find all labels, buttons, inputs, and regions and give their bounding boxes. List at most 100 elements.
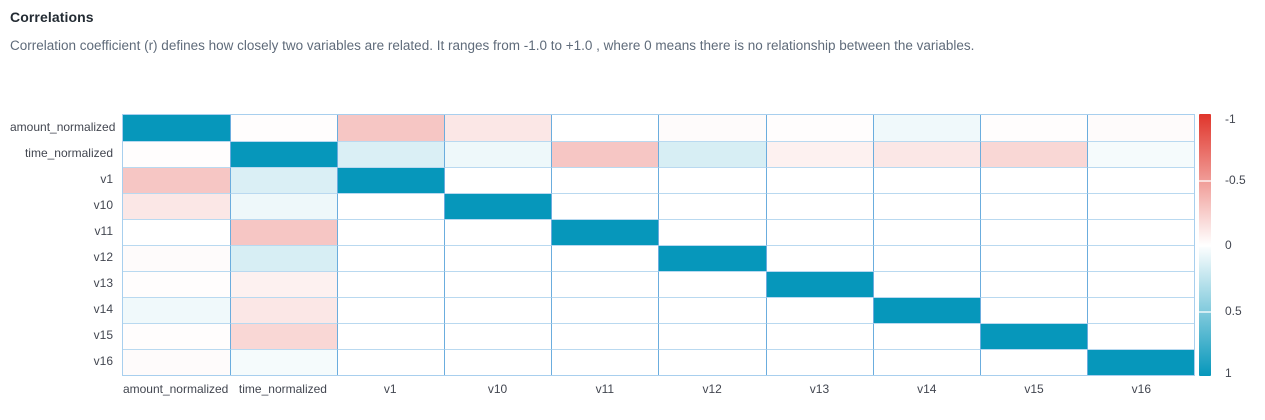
heatmap-cell[interactable] — [123, 245, 231, 271]
heatmap-cell[interactable] — [123, 193, 231, 219]
heatmap-cell[interactable] — [979, 245, 1087, 271]
heatmap-cell[interactable] — [337, 271, 445, 297]
heatmap-cell[interactable] — [123, 349, 231, 375]
heatmap-cell[interactable] — [337, 141, 445, 167]
heatmap-cell[interactable] — [979, 219, 1087, 245]
heatmap-cell[interactable] — [337, 323, 445, 349]
heatmap-cell[interactable] — [979, 323, 1087, 349]
heatmap-cell[interactable] — [444, 297, 552, 323]
heatmap-cell[interactable] — [872, 323, 980, 349]
heatmap-cell[interactable] — [658, 193, 766, 219]
heatmap-cell[interactable] — [765, 115, 873, 141]
heatmap-cell[interactable] — [444, 141, 552, 167]
heatmap-cell[interactable] — [123, 297, 231, 323]
heatmap-cell[interactable] — [230, 245, 338, 271]
heatmap-cell[interactable] — [551, 219, 659, 245]
heatmap-cell[interactable] — [872, 167, 980, 193]
heatmap-cell[interactable] — [444, 323, 552, 349]
heatmap-cell[interactable] — [658, 115, 766, 141]
heatmap-cell[interactable] — [230, 141, 338, 167]
heatmap-cell[interactable] — [230, 297, 338, 323]
heatmap-cell[interactable] — [230, 323, 338, 349]
heatmap-cell[interactable] — [765, 323, 873, 349]
heatmap-cell[interactable] — [123, 219, 231, 245]
heatmap-cell[interactable] — [337, 297, 445, 323]
heatmap-cell[interactable] — [658, 141, 766, 167]
heatmap-cell[interactable] — [123, 167, 231, 193]
heatmap-cell[interactable] — [337, 349, 445, 375]
heatmap-cell[interactable] — [551, 193, 659, 219]
heatmap-cell[interactable] — [979, 193, 1087, 219]
heatmap-cell[interactable] — [765, 271, 873, 297]
heatmap-cell[interactable] — [1086, 115, 1194, 141]
heatmap-cell[interactable] — [979, 141, 1087, 167]
heatmap-cell[interactable] — [1086, 349, 1194, 375]
heatmap-cell[interactable] — [444, 219, 552, 245]
heatmap-cell[interactable] — [765, 349, 873, 375]
heatmap-cell[interactable] — [979, 115, 1087, 141]
heatmap-cell[interactable] — [1086, 141, 1194, 167]
heatmap-cell[interactable] — [230, 193, 338, 219]
heatmap-cell[interactable] — [872, 297, 980, 323]
heatmap-cell[interactable] — [1086, 323, 1194, 349]
heatmap-cell[interactable] — [979, 271, 1087, 297]
heatmap-cell[interactable] — [1086, 245, 1194, 271]
heatmap-cell[interactable] — [230, 271, 338, 297]
heatmap-cell[interactable] — [551, 349, 659, 375]
heatmap-cell[interactable] — [230, 167, 338, 193]
heatmap-cell[interactable] — [765, 167, 873, 193]
heatmap-cell[interactable] — [444, 167, 552, 193]
heatmap-cell[interactable] — [337, 219, 445, 245]
heatmap-cell[interactable] — [765, 219, 873, 245]
heatmap-cell[interactable] — [1086, 271, 1194, 297]
heatmap-cell[interactable] — [872, 271, 980, 297]
heatmap-cell[interactable] — [979, 167, 1087, 193]
heatmap-cell[interactable] — [1086, 297, 1194, 323]
heatmap-cell[interactable] — [658, 271, 766, 297]
heatmap-cell[interactable] — [444, 349, 552, 375]
heatmap-cell[interactable] — [979, 297, 1087, 323]
heatmap-cell[interactable] — [123, 141, 231, 167]
heatmap-cell[interactable] — [551, 115, 659, 141]
heatmap-cell[interactable] — [230, 219, 338, 245]
heatmap-cell[interactable] — [658, 167, 766, 193]
heatmap-cell[interactable] — [444, 245, 552, 271]
heatmap-cell[interactable] — [872, 219, 980, 245]
heatmap-cell[interactable] — [444, 115, 552, 141]
heatmap-cell[interactable] — [1086, 167, 1194, 193]
heatmap-cell[interactable] — [123, 271, 231, 297]
heatmap-cell[interactable] — [551, 323, 659, 349]
heatmap-cell[interactable] — [658, 323, 766, 349]
heatmap-cell[interactable] — [337, 193, 445, 219]
heatmap-cell[interactable] — [230, 115, 338, 141]
heatmap-cell[interactable] — [872, 193, 980, 219]
heatmap-cell[interactable] — [123, 115, 231, 141]
heatmap-cell[interactable] — [1086, 193, 1194, 219]
heatmap-cell[interactable] — [444, 193, 552, 219]
heatmap-cell[interactable] — [337, 115, 445, 141]
heatmap-cell[interactable] — [551, 167, 659, 193]
heatmap-cell[interactable] — [551, 271, 659, 297]
heatmap-cell[interactable] — [872, 141, 980, 167]
heatmap-cell[interactable] — [658, 349, 766, 375]
heatmap-cell[interactable] — [337, 167, 445, 193]
heatmap-cell[interactable] — [1086, 219, 1194, 245]
heatmap-cell[interactable] — [765, 297, 873, 323]
heatmap-cell[interactable] — [658, 297, 766, 323]
heatmap-cell[interactable] — [551, 141, 659, 167]
heatmap-cell[interactable] — [872, 115, 980, 141]
heatmap-cell[interactable] — [551, 297, 659, 323]
heatmap-cell[interactable] — [230, 349, 338, 375]
heatmap-cell[interactable] — [872, 349, 980, 375]
heatmap-cell[interactable] — [551, 245, 659, 271]
heatmap-cell[interactable] — [658, 219, 766, 245]
heatmap-cell[interactable] — [872, 245, 980, 271]
heatmap-cell[interactable] — [765, 193, 873, 219]
heatmap-cell[interactable] — [337, 245, 445, 271]
heatmap-cell[interactable] — [123, 323, 231, 349]
heatmap-cell[interactable] — [979, 349, 1087, 375]
heatmap-cell[interactable] — [444, 271, 552, 297]
heatmap-cell[interactable] — [765, 141, 873, 167]
heatmap-cell[interactable] — [658, 245, 766, 271]
heatmap-cell[interactable] — [765, 245, 873, 271]
